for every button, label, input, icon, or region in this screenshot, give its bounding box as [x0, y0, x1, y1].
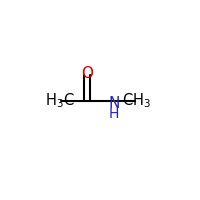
Text: CH$_3$: CH$_3$: [122, 92, 151, 110]
Text: H$_3$C: H$_3$C: [45, 92, 74, 110]
Text: N: N: [108, 96, 120, 111]
Text: O: O: [81, 66, 93, 81]
Text: H: H: [109, 107, 119, 121]
